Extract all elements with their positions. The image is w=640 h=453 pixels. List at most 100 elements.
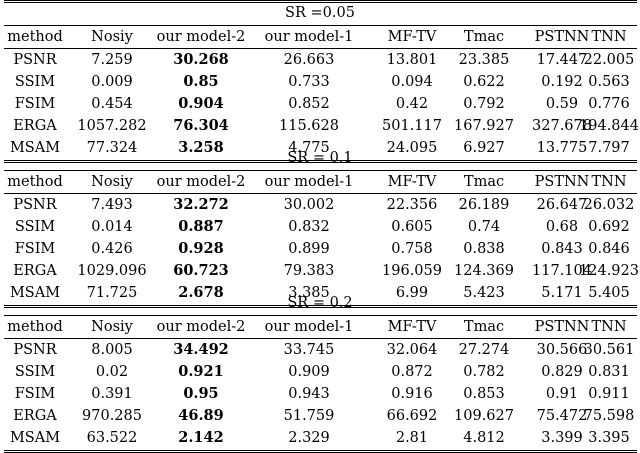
top-rule-double [4,2,637,3]
table-cell: 0.943 [288,386,330,402]
block-title: SR = 0.1 [287,150,353,166]
block-title: SR = 0.2 [287,295,353,311]
table-cell: 0.843 [541,241,583,257]
header-rule [4,193,637,194]
table-row: FSIM 0.426 0.928 0.899 0.758 0.838 0.843 0.846 [0,238,640,260]
table-cell: 5.423 [463,285,505,301]
table-row: PSNR 7.493 32.272 30.002 22.356 26.189 26.647 2… [0,194,640,216]
table-row: MSAM 63.522 2.142 2.329 2.81 4.812 3.399 3.395 [0,427,640,449]
metric-label: MSAM [9,430,61,446]
table-cell: 0.899 [288,241,330,257]
table-cell: 26.189 [458,197,510,213]
table-row: ERGA 970.285 46.89 51.759 66.692 109.627 75.47… [0,405,640,427]
table-cell: 0.95 [183,385,219,402]
column-header: TNN [591,29,627,45]
table-cell: 0.014 [91,219,133,235]
table-cell: 6.927 [463,140,505,156]
column-header: our model-1 [264,29,354,45]
table-cell: 0.426 [91,241,133,257]
block-rule [4,305,637,306]
block-title: SR =0.05 [285,5,355,21]
table-cell: 327.678 [532,118,592,134]
table-cell: 5.405 [588,285,630,301]
block-rule [4,450,637,451]
table-cell: 124.923 [579,263,639,279]
table-cell: 0.776 [588,96,630,112]
table-cell: 0.42 [395,96,429,112]
column-header: Tmac [463,319,505,335]
table-cell: 2.142 [178,429,224,446]
table-cell: 13.801 [386,52,438,68]
column-header: method [7,29,63,45]
column-header: our model-2 [156,319,246,335]
header-row: method Nosiy our model-2 our model-1 MF-TV Tm… [0,316,640,338]
table-cell: 2.678 [178,284,224,301]
column-header: PSTNN [534,319,590,335]
table-cell: 970.285 [82,408,142,424]
table-cell: 0.853 [463,386,505,402]
column-header: TNN [591,174,627,190]
table-row: PSNR 7.259 30.268 26.663 13.801 23.385 17.447 2… [0,49,640,71]
table-cell: 0.692 [588,219,630,235]
table-cell: 1029.096 [77,263,147,279]
metric-label: MSAM [9,140,61,156]
table-cell: 34.492 [173,341,229,358]
table-cell: 24.095 [386,140,438,156]
table-cell: 0.832 [288,219,330,235]
table-cell: 30.561 [583,342,635,358]
table-row: SSIM 0.014 0.887 0.832 0.605 0.74 0.68 0.692 [0,216,640,238]
table-cell: 0.872 [391,364,433,380]
title-rule [4,170,637,171]
block-rule-double [4,307,637,308]
table-cell: 30.566 [536,342,588,358]
table-row: PSNR 8.005 34.492 33.745 32.064 27.274 30.566 3… [0,339,640,361]
column-header: MF-TV [387,319,437,335]
table-cell: 33.745 [283,342,335,358]
table-cell: 60.723 [173,262,229,279]
column-header: Nosiy [91,29,133,45]
table-cell: 2.81 [395,430,429,446]
table-cell: 0.911 [588,386,630,402]
table-cell: 3.399 [541,430,583,446]
column-header: method [7,174,63,190]
metric-label: SSIM [14,364,56,380]
table-cell: 0.563 [588,74,630,90]
table-cell: 63.522 [86,430,138,446]
table-cell: 0.887 [178,218,224,235]
table-cell: 26.032 [583,197,635,213]
table-cell: 77.324 [86,140,138,156]
table-cell: 0.59 [545,96,579,112]
metric-label: PSNR [13,52,57,68]
table-cell: 0.758 [391,241,433,257]
table-cell: 0.91 [545,386,579,402]
header-rule [4,48,637,49]
table-cell: 71.725 [86,285,138,301]
column-header: MF-TV [387,29,437,45]
table-cell: 4.775 [288,140,330,156]
block-rule-double [4,162,637,163]
table-cell: 0.921 [178,363,224,380]
table-cell: 0.009 [91,74,133,90]
table-cell: 1057.282 [77,118,147,134]
table-cell: 3.258 [178,139,224,156]
table-cell: 0.094 [391,74,433,90]
table-cell: 0.85 [183,73,219,90]
table-cell: 0.928 [178,240,224,257]
table-cell: 0.68 [545,219,579,235]
table-row: SSIM 0.02 0.921 0.909 0.872 0.782 0.829 0.831 [0,361,640,383]
column-header: Tmac [463,174,505,190]
column-header: our model-1 [264,319,354,335]
table-cell: 0.909 [288,364,330,380]
metric-label: FSIM [14,241,56,257]
table-cell: 8.005 [91,342,133,358]
table-cell: 5.171 [541,285,583,301]
table-cell: 22.356 [386,197,438,213]
table-cell: 0.192 [541,74,583,90]
table-cell: 66.692 [386,408,438,424]
table-cell: 4.812 [463,430,505,446]
metric-label: FSIM [14,96,56,112]
table-row: ERGA 1029.096 60.723 79.383 196.059 124.369 11… [0,260,640,282]
table-cell: 3.395 [588,430,630,446]
column-header: method [7,319,63,335]
table-cell: 76.304 [173,117,229,134]
